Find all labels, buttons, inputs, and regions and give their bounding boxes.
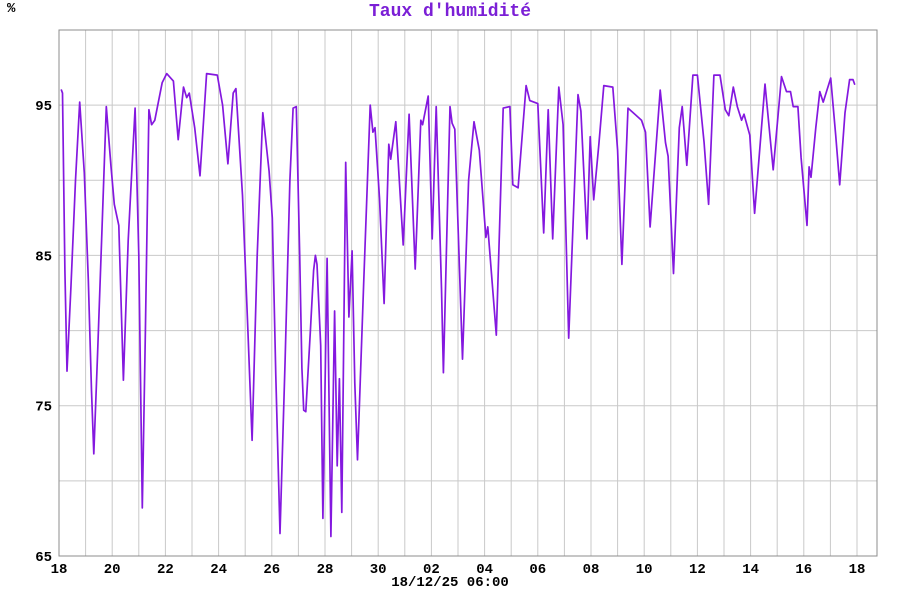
y-tick-label: 75	[35, 400, 52, 416]
plot-border	[58, 29, 878, 557]
x-tick-label: 02	[423, 562, 440, 578]
chart-title: Taux d'humidité	[368, 2, 532, 22]
vertical-gridlines	[58, 30, 858, 556]
x-tick-label: 06	[529, 562, 546, 578]
x-tick-label: 04	[476, 562, 493, 578]
x-tick-label: 30	[370, 562, 387, 578]
x-tick-label: 20	[104, 562, 121, 578]
x-tick-label: 28	[317, 562, 334, 578]
y-tick-label: 65	[35, 550, 52, 566]
y-axis-unit-label: %	[7, 1, 16, 17]
x-tick-label: 18	[51, 562, 68, 578]
x-tick-label: 08	[583, 562, 600, 578]
x-tick-label: 24	[210, 562, 227, 578]
y-tick-label: 85	[35, 249, 52, 265]
x-tick-label: 14	[742, 562, 759, 578]
x-axis-caption: 18/12/25 06:00	[391, 575, 509, 591]
x-tick-label: 18	[849, 562, 866, 578]
x-tick-label: 12	[689, 562, 706, 578]
x-tick-label: 10	[636, 562, 653, 578]
x-tick-label: 22	[157, 562, 174, 578]
humidity-line	[60, 72, 856, 538]
x-tick-label: 26	[263, 562, 280, 578]
y-tick-label: 95	[35, 99, 52, 115]
horizontal-gridlines	[59, 104, 877, 482]
x-tick-label: 16	[795, 562, 812, 578]
